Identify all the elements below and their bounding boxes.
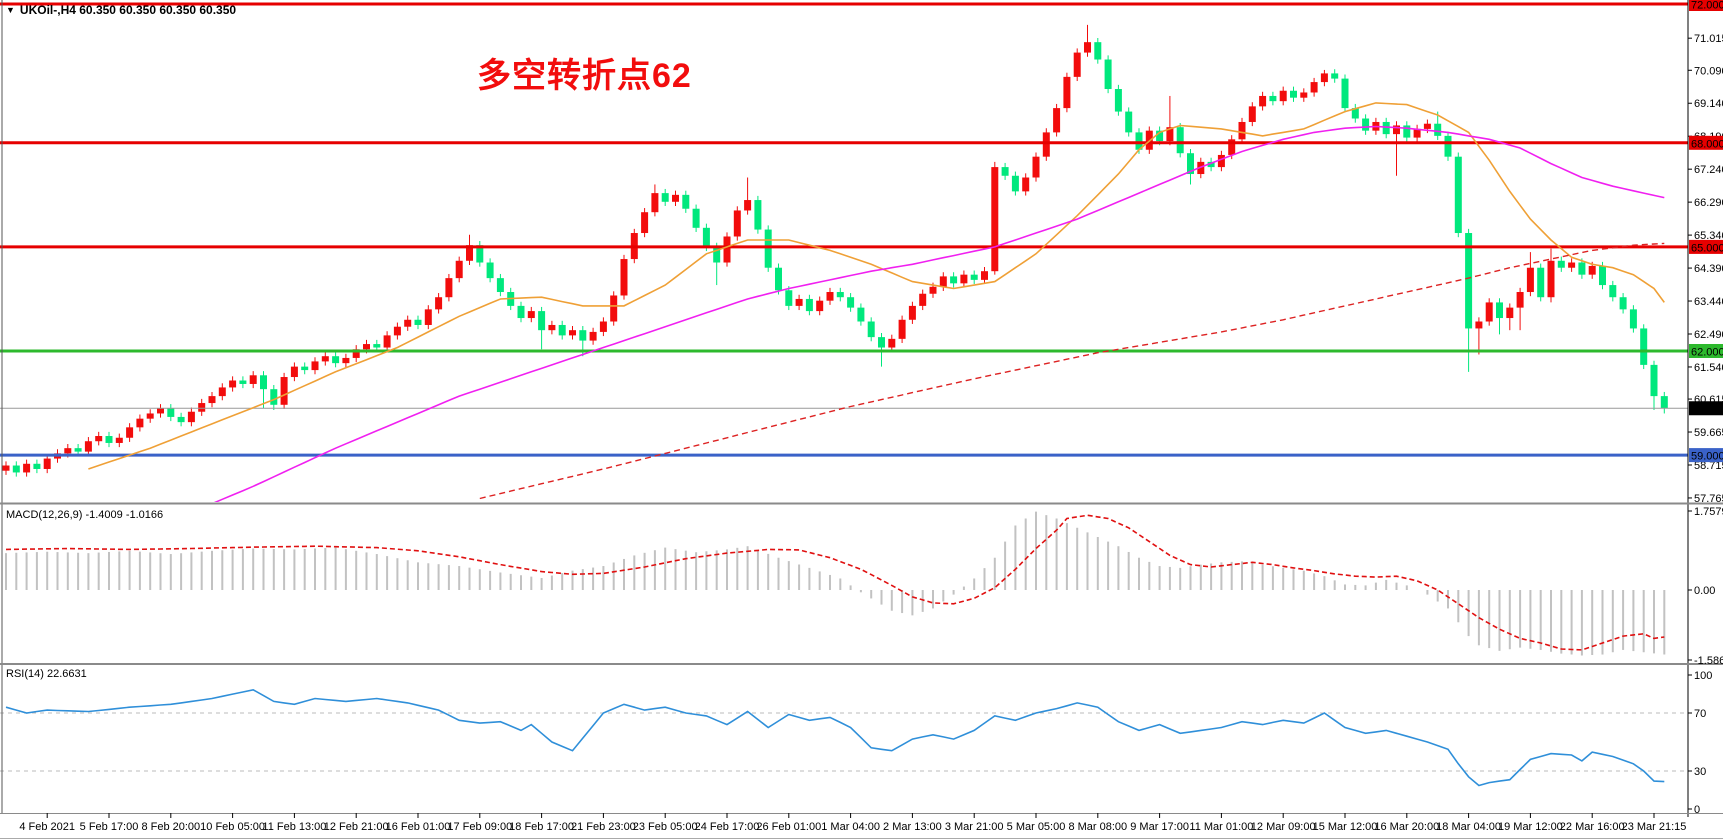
time-tick-label: 1 Mar 04:00 [821, 821, 880, 833]
svg-text:62.000: 62.000 [1691, 347, 1723, 359]
time-tick-label: 16 Mar 20:00 [1374, 821, 1439, 833]
ma-mid-magenta-line [213, 125, 1665, 502]
time-tick-label: 8 Feb 20:00 [141, 821, 200, 833]
price-tick-label: 67.240 [1694, 164, 1723, 176]
time-tick-label: 19 Mar 12:00 [1498, 821, 1563, 833]
price-tick-label: 59.665 [1694, 427, 1723, 439]
time-tick-label: 18 Feb 17:00 [509, 821, 574, 833]
rsi-tick-label: 100 [1694, 670, 1712, 682]
macd-tick-label: -1.5867 [1694, 655, 1723, 667]
time-tick-label: 5 Feb 17:00 [80, 821, 139, 833]
time-tick-label: 12 Mar 09:00 [1251, 821, 1316, 833]
time-tick-label: 24 Feb 17:00 [695, 821, 760, 833]
svg-text:59.000: 59.000 [1691, 451, 1723, 463]
price-badge-59.000: 59.000 [1689, 448, 1723, 463]
price-tick-label: 62.490 [1694, 329, 1723, 341]
macd-signal-line [5, 514, 1665, 651]
price-tick-label: 71.015 [1694, 33, 1723, 45]
rsi-tick-label: 70 [1694, 708, 1706, 720]
rsi-indicator-label: RSI(14) 22.6631 [6, 668, 87, 680]
svg-text:72.000: 72.000 [1691, 0, 1723, 12]
time-tick-label: 3 Mar 21:00 [945, 821, 1004, 833]
time-tick-label: 26 Feb 01:00 [756, 821, 821, 833]
price-badge-60.350: 60.350 [1689, 401, 1723, 416]
time-tick-label: 21 Feb 23:00 [571, 821, 636, 833]
price-axis[interactable]: 71.01570.09069.14068.19067.24066.29065.3… [1688, 0, 1723, 505]
time-axis[interactable]: 4 Feb 2021 5 Feb 17:00 8 Feb 20:00 10 Feb 0… [19, 813, 1686, 833]
macd-tick-label: 0.00 [1694, 585, 1715, 597]
time-tick-label: 10 Feb 05:00 [200, 821, 265, 833]
time-tick-label: 9 Mar 17:00 [1130, 821, 1189, 833]
time-tick-label: 22 Mar 16:00 [1560, 821, 1625, 833]
svg-text:65.000: 65.000 [1691, 242, 1723, 254]
time-tick-label: 11 Mar 01:00 [1189, 821, 1253, 833]
price-tick-label: 66.290 [1694, 197, 1723, 209]
price-tick-label: 69.140 [1694, 98, 1723, 110]
price-tick-label: 57.765 [1694, 493, 1723, 505]
time-tick-label: 11 Feb 13:00 [262, 821, 326, 833]
time-tick-label: 12 Feb 21:00 [324, 821, 389, 833]
price-tick-label: 65.340 [1694, 230, 1723, 242]
moving-averages-layer [88, 102, 1665, 502]
time-tick-label: 2 Mar 13:00 [883, 821, 942, 833]
symbol-dropdown-icon[interactable]: ▼ [6, 5, 15, 15]
macd-tick-label: 1.7579 [1694, 506, 1723, 518]
svg-text:60.350: 60.350 [1691, 404, 1723, 416]
price-badge-72.000: 72.000 [1689, 0, 1723, 12]
svg-text:68.000: 68.000 [1691, 138, 1723, 150]
trade-annotation-text: 多空转折点62 [477, 57, 692, 95]
price-badge-68.000: 68.000 [1689, 135, 1723, 150]
time-tick-label: 4 Feb 2021 [19, 821, 75, 833]
macd-indicator-label: MACD(12,26,9) -1.4009 -1.0166 [6, 509, 164, 521]
time-tick-label: 18 Mar 04:00 [1436, 821, 1501, 833]
time-tick-label: 16 Feb 01:00 [386, 821, 451, 833]
time-tick-label: 15 Mar 12:00 [1313, 821, 1378, 833]
rsi-panel[interactable] [0, 688, 1688, 787]
symbol-ohlc-text: UKOil-,H4 60.350 60.350 60.350 60.350 [19, 3, 237, 17]
macd-axis[interactable]: 1.7579 0.00 -1.5867 [1688, 506, 1723, 667]
price-tick-label: 61.540 [1694, 362, 1723, 374]
price-tick-label: 70.090 [1694, 65, 1723, 77]
time-tick-label: 8 Mar 08:00 [1068, 821, 1127, 833]
price-tick-label: 64.390 [1694, 263, 1723, 275]
macd-panel[interactable] [5, 511, 1666, 656]
price-tick-label: 58.715 [1694, 460, 1723, 472]
time-tick-label: 23 Feb 05:00 [633, 821, 698, 833]
symbol-info-overlay: ▼ UKOil-,H4 60.350 60.350 60.350 60.350 [6, 3, 236, 17]
ma-fast-orange-line [88, 102, 1665, 470]
price-badge-62.000: 62.000 [1689, 344, 1723, 359]
rsi-tick-label: 30 [1694, 766, 1706, 778]
rsi-line [5, 688, 1665, 787]
time-tick-label: 17 Feb 09:00 [447, 821, 512, 833]
rsi-tick-label: 0 [1694, 804, 1700, 816]
time-tick-label: 23 Mar 21:15 [1622, 821, 1687, 833]
rsi-axis[interactable]: 100 70 30 0 [1688, 670, 1712, 816]
time-tick-label: 5 Mar 05:00 [1007, 821, 1066, 833]
price-panel[interactable] [0, 2, 1688, 504]
ma-slow-red-dashed-line [479, 242, 1665, 500]
price-badge-65.000: 65.000 [1689, 239, 1723, 254]
price-tick-label: 63.440 [1694, 296, 1723, 308]
